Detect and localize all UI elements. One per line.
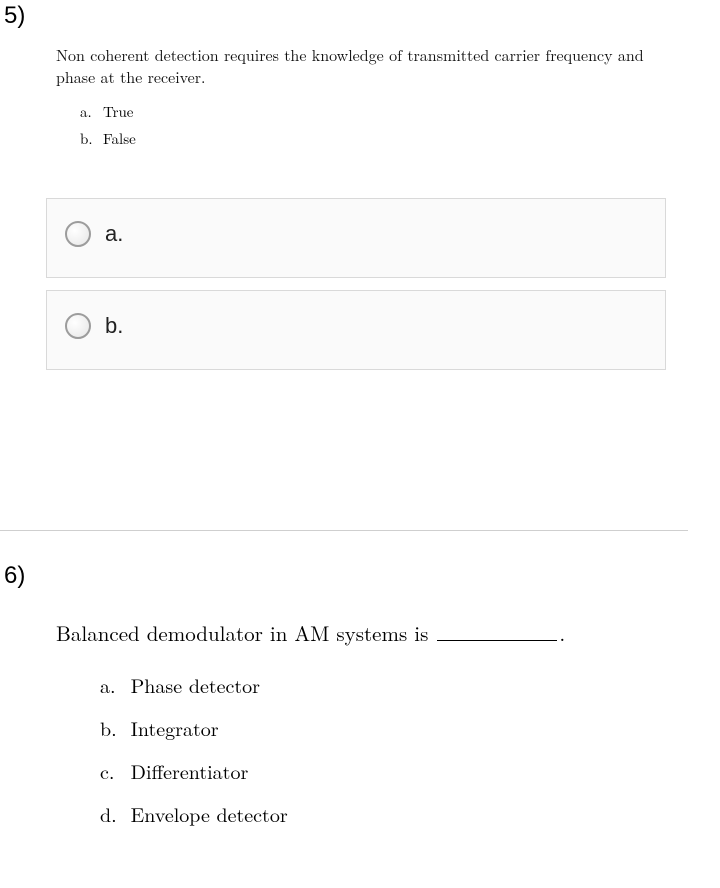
option-letter: b. [80,128,98,149]
option-text: Differentiator [131,756,249,785]
question-divider [0,530,688,531]
question-6-option-b: b. Integrator [100,713,671,742]
stem-suffix: . [559,618,565,648]
option-letter: a. [100,670,124,699]
fill-blank [437,622,557,641]
question-5-stem: Non coherent detection requires the know… [56,44,671,87]
answer-choice-label: b. [105,313,123,339]
question-5-answer-area: a. b. [46,198,666,382]
answer-choice-label: a. [105,221,123,247]
answer-choice-a[interactable]: a. [46,198,666,278]
option-letter: c. [100,756,124,785]
question-5-body: Non coherent detection requires the know… [56,44,671,155]
option-text: False [103,128,136,149]
radio-icon[interactable] [65,221,91,247]
option-letter: d. [100,799,124,828]
question-6-option-a: a. Phase detector [100,670,671,699]
option-letter: a. [80,101,98,122]
question-6-option-d: d. Envelope detector [100,799,671,828]
question-6-options: a. Phase detector b. Integrator c. Diffe… [56,670,671,828]
question-6-body: Balanced demodulator in AM systems is . … [56,618,671,842]
answer-choice-b[interactable]: b. [46,290,666,370]
option-text: True [103,101,133,122]
radio-icon[interactable] [65,313,91,339]
question-6-number: 6) [4,562,25,590]
question-5-number: 5) [4,2,25,30]
question-6-stem: Balanced demodulator in AM systems is . [56,618,671,648]
question-5-inline-option-b: b. False [80,128,671,149]
option-text: Integrator [131,713,219,742]
option-text: Envelope detector [131,799,288,828]
option-letter: b. [100,713,124,742]
question-6-option-c: c. Differentiator [100,756,671,785]
option-text: Phase detector [131,670,260,699]
question-5-inline-options: a. True b. False [56,101,671,149]
stem-prefix: Balanced demodulator in AM systems is [56,618,435,648]
question-5-inline-option-a: a. True [80,101,671,122]
